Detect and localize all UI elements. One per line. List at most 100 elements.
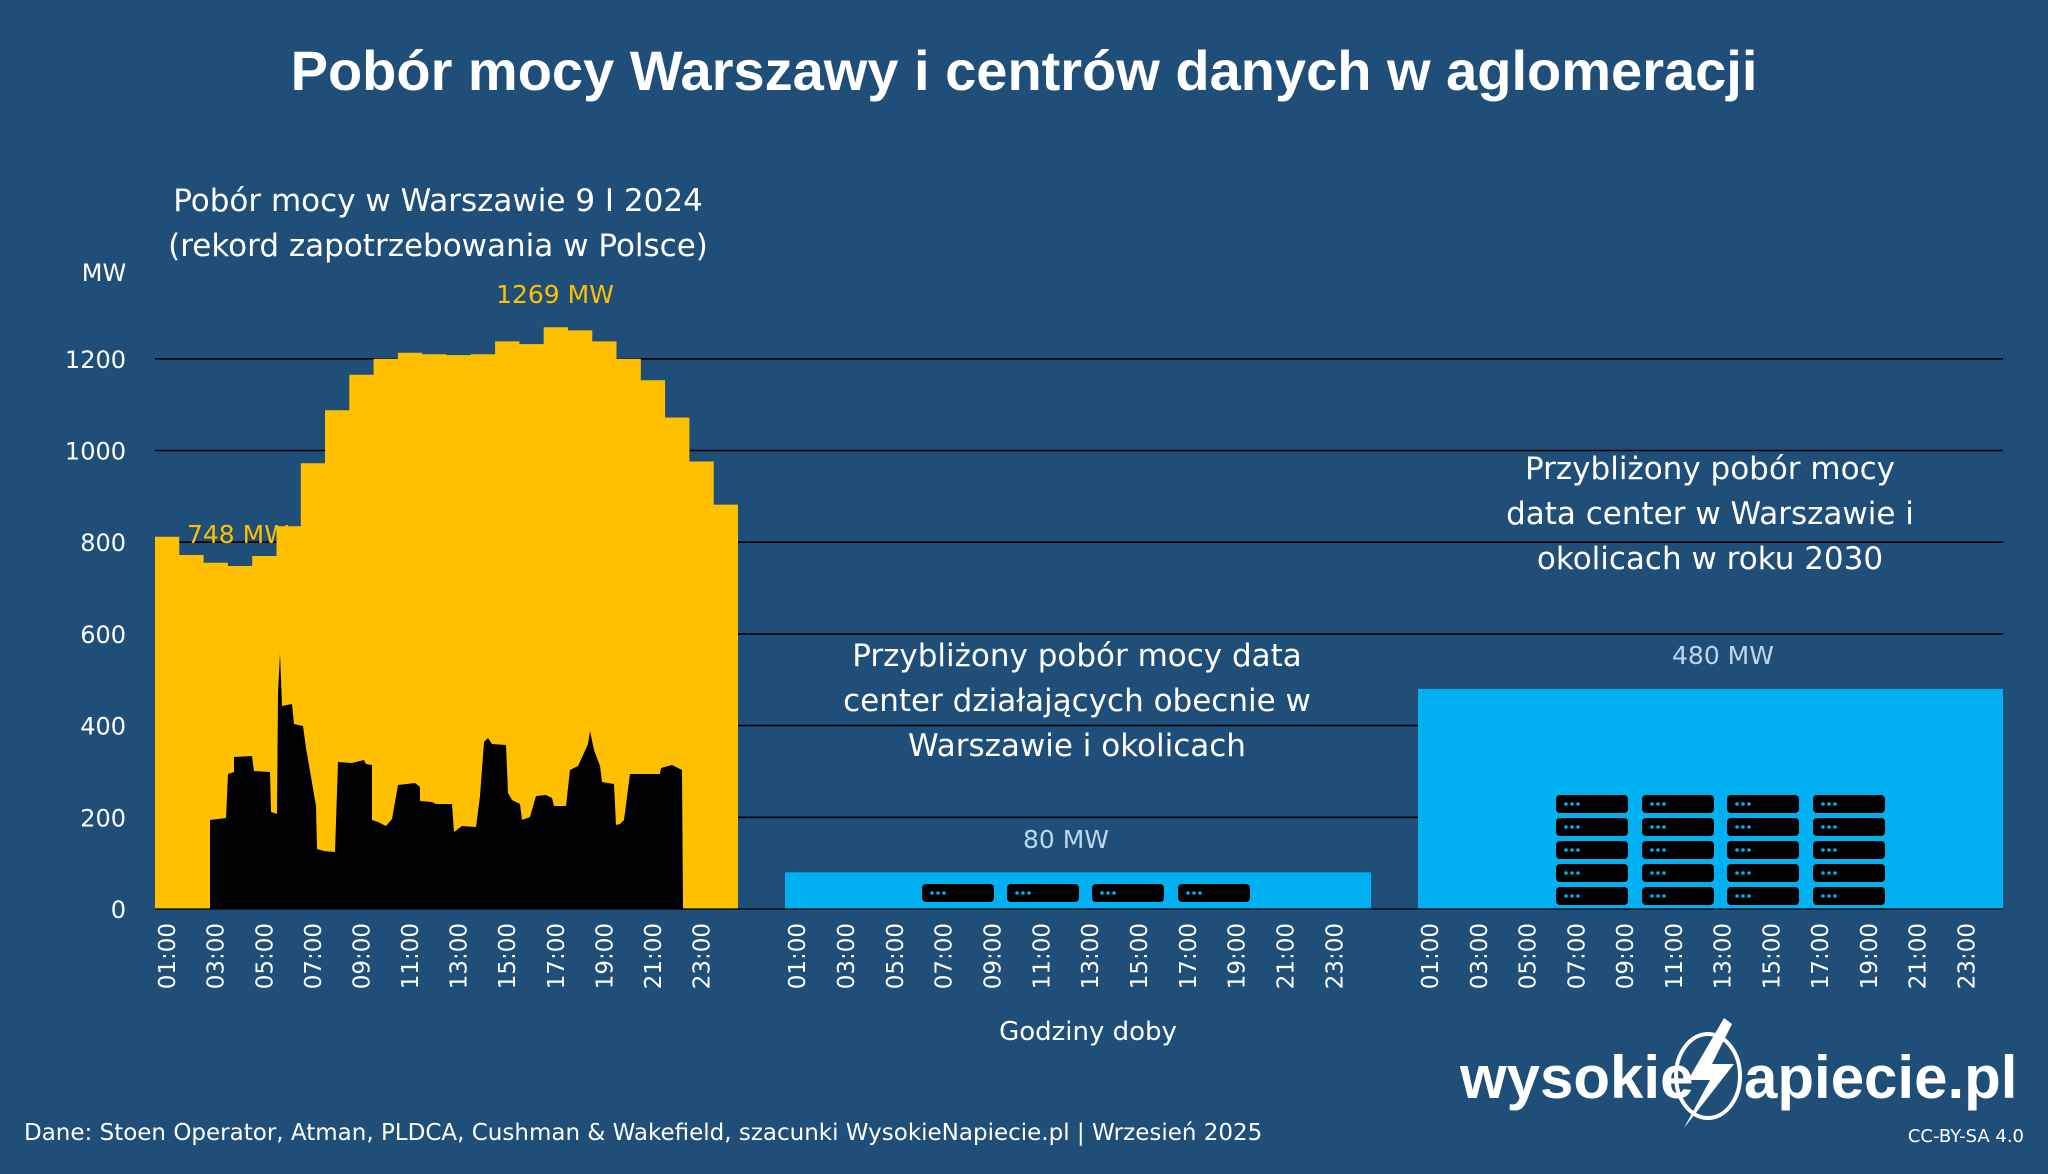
server-unit-icon: [1727, 841, 1799, 859]
server-led: [936, 891, 940, 895]
server-body: [1642, 795, 1714, 813]
server-body: [1556, 795, 1628, 813]
server-led: [1570, 825, 1574, 829]
y-tick-label: 800: [80, 529, 126, 557]
x-tick-label: 03:00: [1467, 923, 1493, 989]
server-led: [1656, 848, 1660, 852]
datacenter-2030-value-label: 480 MW: [1672, 641, 1774, 670]
server-led: [1827, 894, 1831, 898]
server-unit-icon: [1556, 841, 1628, 859]
server-unit-icon: [1727, 795, 1799, 813]
server-body: [1813, 887, 1885, 905]
server-led: [1741, 894, 1745, 898]
x-tick-label: 15:00: [1127, 923, 1153, 989]
server-led: [1576, 802, 1580, 806]
y-tick-label: 400: [80, 713, 126, 741]
server-unit-icon: [1642, 841, 1714, 859]
server-led: [1735, 848, 1739, 852]
x-axis-title: Godziny doby: [999, 1017, 1177, 1047]
server-body: [1727, 887, 1799, 905]
x-tick-label: 05:00: [252, 923, 278, 989]
server-led: [942, 891, 946, 895]
server-body: [1642, 818, 1714, 836]
x-tick-label: 01:00: [785, 923, 811, 989]
x-tick-label: 11:00: [398, 923, 424, 989]
x-tick-label: 05:00: [883, 923, 909, 989]
server-unit-icon: [1642, 864, 1714, 882]
panel-3-title-line: Przybliżony pobór mocy: [1525, 451, 1895, 487]
datacenter-current-value-label: 80 MW: [1023, 825, 1109, 854]
server-led: [1821, 802, 1825, 806]
y-tick-label: 200: [80, 804, 126, 832]
server-led: [1747, 848, 1751, 852]
server-led: [1833, 894, 1837, 898]
x-tick-label: 15:00: [1759, 923, 1785, 989]
x-tick-label: 01:00: [155, 923, 181, 989]
lightning-n-logo-icon: [1674, 1018, 1742, 1128]
x-tick-label: 11:00: [1029, 923, 1055, 989]
x-tick-label: 15:00: [495, 923, 521, 989]
server-led: [1656, 871, 1660, 875]
x-axis-panel-1: 01:00 03:00 05:00 07:00 09:00 11:00 13:00 15:00…: [155, 923, 715, 989]
x-tick-label: 13:00: [1711, 923, 1737, 989]
server-body: [1813, 795, 1885, 813]
license-label: CC-BY-SA 4.0: [1907, 1126, 2024, 1147]
x-tick-label: 21:00: [1906, 923, 1932, 989]
panel-1-title-line: Pobór mocy w Warszawie 9 I 2024: [173, 183, 703, 219]
wysokienapiecie-logo: wysokie apiecie.pl: [1460, 1018, 2017, 1128]
server-led: [1735, 894, 1739, 898]
x-tick-label: 19:00: [592, 923, 618, 989]
server-unit-icon: [1813, 841, 1885, 859]
server-led: [1833, 802, 1837, 806]
server-led: [1106, 891, 1110, 895]
server-led: [1576, 894, 1580, 898]
source-footer: Dane: Stoen Operator, Atman, PLDCA, Cush…: [24, 1120, 1263, 1146]
panel-2-title-line: Warszawie i okolicach: [908, 728, 1246, 764]
server-led: [1650, 894, 1654, 898]
server-unit-icon: [1727, 864, 1799, 882]
server-led: [1564, 894, 1568, 898]
server-led: [1735, 802, 1739, 806]
server-led: [1821, 871, 1825, 875]
x-tick-label: 17:00: [1176, 923, 1202, 989]
server-body: [1556, 841, 1628, 859]
server-unit-icon: [1813, 864, 1885, 882]
server-led: [1735, 871, 1739, 875]
server-body: [1727, 795, 1799, 813]
x-tick-label: 17:00: [544, 923, 570, 989]
server-led: [1198, 891, 1202, 895]
panel-2-title-line: Przybliżony pobór mocy data: [852, 638, 1302, 674]
server-body: [1642, 887, 1714, 905]
server-body: [1556, 887, 1628, 905]
server-unit-icon: [1556, 818, 1628, 836]
server-led: [1650, 848, 1654, 852]
server-led: [1735, 825, 1739, 829]
server-led: [1833, 825, 1837, 829]
server-led: [1027, 891, 1031, 895]
server-unit-icon: [1556, 795, 1628, 813]
server-led: [1656, 802, 1660, 806]
server-led: [1650, 825, 1654, 829]
x-axis-panel-3: 01:00 03:00 05:00 07:00 09:00 11:00 13:00 15:00…: [1418, 923, 1980, 989]
server-body: [1813, 818, 1885, 836]
server-unit-icon: [1092, 884, 1164, 902]
server-body: [1642, 864, 1714, 882]
panel-3-title: Przybliżony pobór mocy data center w Wars…: [1506, 451, 1914, 577]
server-led: [1570, 802, 1574, 806]
server-body: [1813, 841, 1885, 859]
x-tick-label: 01:00: [1418, 923, 1444, 989]
server-body: [1556, 818, 1628, 836]
server-led: [1833, 871, 1837, 875]
server-led: [1741, 848, 1745, 852]
server-body: [1727, 818, 1799, 836]
server-led: [1821, 825, 1825, 829]
panel-1-title: Pobór mocy w Warszawie 9 I 2024 (rekord z…: [168, 183, 708, 264]
x-tick-label: 09:00: [981, 923, 1007, 989]
server-led: [1576, 848, 1580, 852]
server-led: [1821, 848, 1825, 852]
server-unit-icon: [1556, 887, 1628, 905]
server-unit-icon: [1007, 884, 1079, 902]
server-led: [1827, 871, 1831, 875]
